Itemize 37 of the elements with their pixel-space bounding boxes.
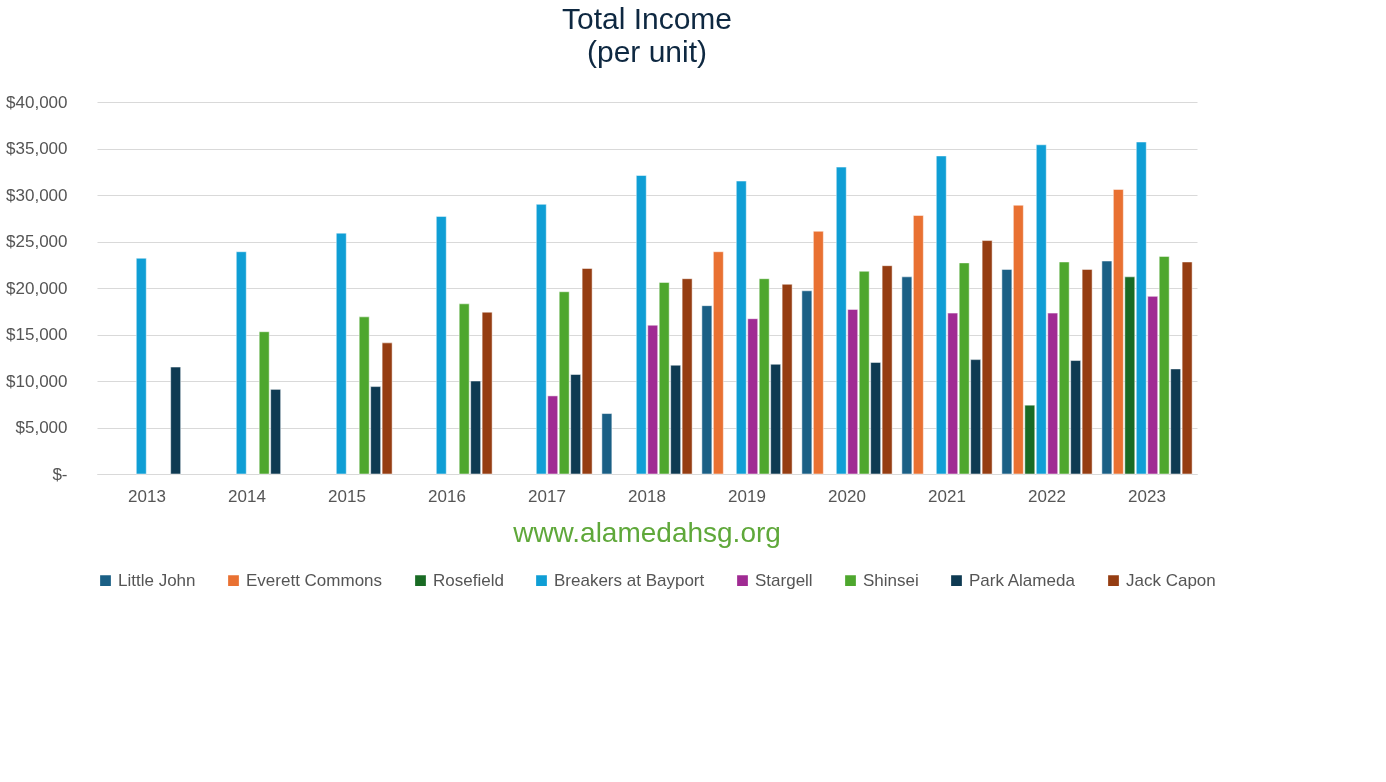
y-tick-label: $- <box>52 464 68 484</box>
bar <box>136 257 147 475</box>
x-tick-label: 2017 <box>528 486 566 506</box>
bar <box>236 251 247 475</box>
legend-label: Little John <box>118 570 196 590</box>
x-tick-label: 2023 <box>1128 486 1166 506</box>
bar <box>436 216 447 475</box>
y-tick-label: $5,000 <box>15 418 68 437</box>
x-tick-label: 2018 <box>628 486 666 506</box>
legend-label: Jack Capon <box>1126 570 1216 590</box>
legend-label: Everett Commons <box>246 570 383 590</box>
x-tick-label: 2020 <box>828 486 866 506</box>
y-tick-label: $40,000 <box>6 92 68 112</box>
chart-title: Total Income <box>561 2 733 35</box>
y-tick-label: $20,000 <box>6 278 68 298</box>
legend-label: Park Alameda <box>969 570 1076 590</box>
chart-subtitle: (per unit) <box>586 35 708 68</box>
legend-label: Shinsei <box>863 570 919 590</box>
y-tick-label: $35,000 <box>6 139 68 158</box>
x-tick-label: 2019 <box>728 486 766 506</box>
x-tick-label: 2016 <box>428 486 466 506</box>
y-tick-label: $15,000 <box>6 325 68 344</box>
x-tick-label: 2013 <box>128 486 166 506</box>
legend-label: Rosefield <box>433 570 504 590</box>
x-tick-label: 2015 <box>328 486 366 506</box>
bar <box>170 366 181 475</box>
bar <box>601 413 613 475</box>
legend-label: Breakers at Bayport <box>554 570 705 590</box>
x-tick-label: 2021 <box>928 486 966 506</box>
bar <box>336 232 347 475</box>
y-tick-label: $30,000 <box>6 185 68 205</box>
y-tick-label: $10,000 <box>6 371 68 391</box>
x-tick-label: 2022 <box>1028 486 1066 506</box>
legend-label: Stargell <box>755 570 813 590</box>
text: www.alamedahsg.org <box>512 517 781 548</box>
x-tick-label: 2014 <box>228 486 266 506</box>
y-tick-label: $25,000 <box>6 232 68 251</box>
